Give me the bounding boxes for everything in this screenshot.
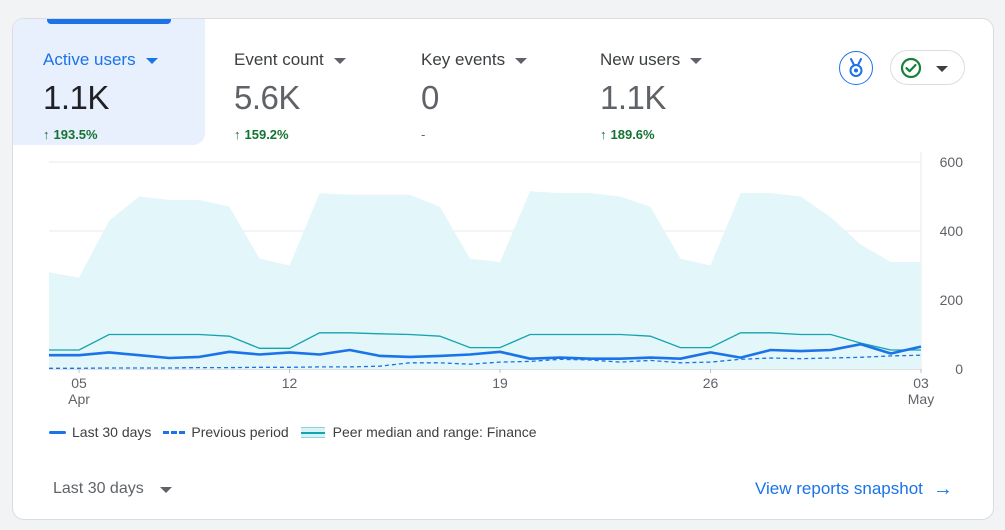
metric-tab-event-count[interactable]: Event count 5.6K ↑ 159.2% xyxy=(204,19,384,145)
metric-change-value: - xyxy=(421,127,426,142)
status-dropdown[interactable] xyxy=(890,50,965,85)
arrow-up-icon: ↑ xyxy=(43,127,50,142)
chevron-down-icon xyxy=(936,65,948,72)
metric-change-value: 189.6% xyxy=(610,127,655,142)
chevron-down-icon xyxy=(159,487,172,493)
active-tab-indicator xyxy=(47,19,171,24)
check-circle-icon xyxy=(900,57,922,78)
legend-swatch-dashed xyxy=(163,430,186,434)
metric-label: New users xyxy=(600,49,750,71)
arrow-up-icon: ↑ xyxy=(234,127,241,142)
legend-label: Previous period xyxy=(191,424,289,440)
medal-insights-icon xyxy=(849,58,863,77)
legend-item-last-30-days[interactable]: Last 30 days xyxy=(49,424,151,440)
metric-change-value: 159.2% xyxy=(244,127,289,142)
x-tick-label: 05 xyxy=(71,375,87,391)
metric-change: ↑ 189.6% xyxy=(600,127,750,142)
view-link-label: View reports snapshot xyxy=(755,479,923,498)
legend-label: Peer median and range: Finance xyxy=(332,424,537,440)
metric-label-text: Event count xyxy=(234,50,324,69)
last-30-days-line xyxy=(49,342,922,360)
metric-change: ↑ 193.5% xyxy=(43,127,205,142)
previous-period-line xyxy=(49,354,922,369)
metric-label: Event count xyxy=(234,49,384,71)
x-tick-month-label: May xyxy=(908,391,934,407)
peer-median-line xyxy=(49,332,921,351)
x-tick-label: 26 xyxy=(703,375,719,391)
x-tick-label: 19 xyxy=(492,375,508,391)
metric-value: 0 xyxy=(421,79,439,116)
metric-tab-key-events[interactable]: Key events 0 - xyxy=(391,19,563,145)
metric-label-text: New users xyxy=(600,50,681,69)
metric-label-text: Key events xyxy=(421,50,506,69)
insights-button[interactable] xyxy=(839,51,873,85)
y-tick-label: 400 xyxy=(940,223,964,239)
metric-label: Active users xyxy=(43,49,205,71)
legend-item-previous-period[interactable]: Previous period xyxy=(163,424,289,440)
chevron-down-icon[interactable] xyxy=(515,58,528,64)
chevron-down-icon[interactable] xyxy=(690,58,703,64)
x-tick-label: 12 xyxy=(282,375,298,391)
metric-value: 1.1K xyxy=(600,79,666,116)
metric-tab-new-users[interactable]: New users 1.1K ↑ 189.6% xyxy=(570,19,750,145)
legend-swatch-band xyxy=(300,426,325,438)
view-reports-snapshot-link[interactable]: View reports snapshot → xyxy=(755,477,953,501)
x-tick-month-label: Apr xyxy=(68,391,90,407)
legend-item-peer-median[interactable]: Peer median and range: Finance xyxy=(300,424,537,440)
date-range-select[interactable]: Last 30 days xyxy=(53,477,172,501)
arrow-up-icon: ↑ xyxy=(600,127,607,142)
metric-change: ↑ 159.2% xyxy=(234,127,384,142)
y-tick-label: 600 xyxy=(940,154,964,170)
legend-swatch-solid xyxy=(49,430,66,434)
legend-label: Last 30 days xyxy=(72,424,152,440)
date-range-label: Last 30 days xyxy=(53,480,144,497)
metric-change-value: 193.5% xyxy=(53,127,98,142)
chart-legend: Last 30 days Previous period Peer median… xyxy=(49,424,549,440)
y-tick-label: 200 xyxy=(940,292,964,308)
metric-value: 5.6K xyxy=(234,79,300,116)
metric-label: Key events xyxy=(421,49,563,71)
peer-range-band xyxy=(49,191,921,369)
chevron-down-icon[interactable] xyxy=(145,58,158,64)
arrow-right-icon: → xyxy=(932,478,953,500)
metric-tab-active-users[interactable]: Active users 1.1K ↑ 193.5% xyxy=(13,19,205,145)
y-tick-label: 0 xyxy=(955,361,963,377)
metric-label-text: Active users xyxy=(43,50,136,69)
x-tick-label: 03 xyxy=(913,375,929,391)
chevron-down-icon[interactable] xyxy=(333,58,346,64)
metric-value: 1.1K xyxy=(43,79,109,116)
metric-change: - xyxy=(421,127,563,142)
overview-card: Active users 1.1K ↑ 193.5% Event count 5… xyxy=(12,18,994,520)
